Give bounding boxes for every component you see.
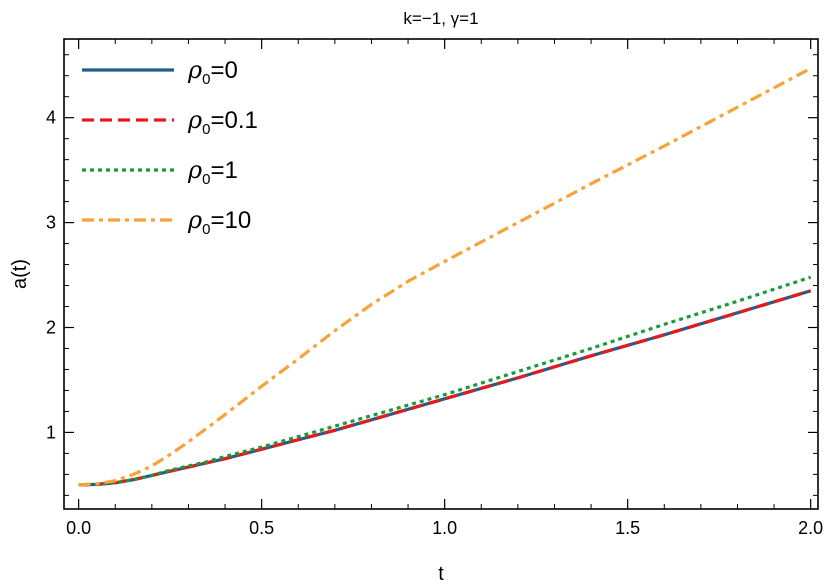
ticks-layer: 0.0 0.5 1.0 1.5 2.0 1 2 3 4 [46, 39, 823, 538]
legend-label-2: ρ0=1 [187, 156, 238, 188]
x-tick-label: 1.0 [432, 518, 457, 538]
y-axis-title: a(t) [9, 259, 31, 289]
x-tick-label: 0.5 [249, 518, 274, 538]
legend-label-1: ρ0=0.1 [187, 106, 258, 138]
plot-frame [63, 38, 819, 510]
chart-title: k=−1, γ=1 [403, 9, 478, 28]
x-tick-label: 2.0 [798, 518, 823, 538]
series-layer [78, 66, 812, 487]
series-line-2 [78, 275, 812, 487]
series-line-3 [78, 66, 812, 487]
y-tick-label: 1 [46, 422, 56, 442]
x-axis-title: t [438, 563, 444, 585]
legend-label-0: ρ0=0 [187, 56, 238, 88]
legend-label-3: ρ0=10 [187, 206, 251, 238]
x-tick-label: 0.0 [66, 518, 91, 538]
y-tick-label: 2 [46, 318, 56, 338]
x-tick-label: 1.5 [615, 518, 640, 538]
legend: ρ0=0 ρ0=0.1 ρ0=1 ρ0=10 [82, 56, 258, 238]
series-line-0 [78, 289, 812, 487]
series-line-1 [78, 289, 812, 487]
y-tick-label: 3 [46, 213, 56, 233]
y-tick-label: 4 [46, 108, 56, 128]
